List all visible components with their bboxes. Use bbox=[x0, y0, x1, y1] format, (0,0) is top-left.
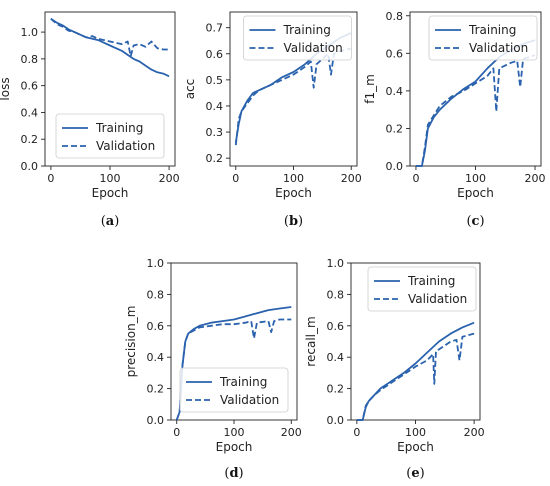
y-tick-label: 0.6 bbox=[147, 320, 165, 333]
x-tick-label: 200 bbox=[464, 426, 485, 439]
legend-label-training: Training bbox=[95, 121, 143, 135]
legend-label-validation: Validation bbox=[96, 139, 155, 153]
legend-box bbox=[243, 15, 352, 61]
x-tick-label: 0 bbox=[232, 172, 239, 185]
y-tick-label: 0.4 bbox=[386, 85, 404, 98]
y-tick-label: 0.7 bbox=[206, 22, 224, 35]
x-tick-label: 0 bbox=[412, 172, 419, 185]
y-tick-label: 0.0 bbox=[21, 160, 39, 173]
y-tick-label: 1.0 bbox=[327, 257, 345, 270]
y-axis-label: f1_m bbox=[363, 74, 377, 104]
y-tick-label: 0.5 bbox=[206, 74, 224, 87]
y-tick-label: 0.2 bbox=[206, 152, 224, 165]
y-tick-label: 0.8 bbox=[327, 288, 345, 301]
x-axis-label: Epoch bbox=[92, 186, 129, 200]
legend-box bbox=[428, 15, 538, 61]
x-axis-label: Epoch bbox=[275, 186, 312, 200]
series-line-validation bbox=[175, 318, 292, 421]
y-tick-label: 0.0 bbox=[386, 160, 404, 173]
legend-label-training: Training bbox=[468, 23, 516, 37]
panel-caption: (a) bbox=[101, 214, 120, 229]
y-tick-label: 0.6 bbox=[21, 80, 39, 93]
series-line-validation bbox=[356, 332, 475, 421]
legend-label-validation: Validation bbox=[408, 292, 467, 306]
y-tick-label: 0.0 bbox=[147, 414, 165, 427]
x-tick-label: 0 bbox=[173, 426, 180, 439]
panel-d: 0 100 200 0.0 0.2 0.4 0.6 0.8 1.0 Epoch precision_… bbox=[124, 257, 302, 481]
panel-caption: (b) bbox=[284, 214, 303, 229]
x-tick-label: 200 bbox=[281, 426, 302, 439]
x-tick-label: 200 bbox=[159, 172, 180, 185]
x-tick-label: 200 bbox=[525, 172, 546, 185]
x-axis-label: Epoch bbox=[457, 186, 494, 200]
series-line-training bbox=[356, 321, 475, 421]
x-tick-label: 100 bbox=[224, 426, 245, 439]
legend: Training Validation bbox=[179, 367, 289, 413]
x-axis-label: Epoch bbox=[397, 440, 434, 454]
x-tick-label: 100 bbox=[283, 172, 304, 185]
x-tick-label: 100 bbox=[465, 172, 486, 185]
x-tick-label: 100 bbox=[100, 172, 121, 185]
y-tick-label: 0.4 bbox=[147, 351, 165, 364]
x-axis-label: Epoch bbox=[216, 440, 253, 454]
y-tick-label: 0.8 bbox=[147, 288, 165, 301]
y-tick-label: 0.2 bbox=[386, 122, 404, 135]
y-tick-label: 0.2 bbox=[327, 383, 345, 396]
legend-label-training: Training bbox=[283, 23, 331, 37]
y-tick-label: 0.2 bbox=[147, 383, 165, 396]
y-axis-label: recall_m bbox=[304, 316, 318, 366]
y-tick-label: 0.8 bbox=[386, 10, 404, 23]
y-tick-label: 1.0 bbox=[147, 257, 165, 270]
series-line-validation bbox=[50, 18, 170, 58]
legend-label-validation: Validation bbox=[220, 393, 279, 407]
legend-label-training: Training bbox=[219, 375, 267, 389]
y-tick-label: 0.8 bbox=[21, 53, 39, 66]
panel-a: 0 100 200 0.0 0.2 0.4 0.6 0.8 1.0 Epoch loss Traini… bbox=[0, 11, 180, 229]
y-tick-label: 0.2 bbox=[21, 133, 39, 146]
y-tick-label: 0.6 bbox=[386, 47, 404, 60]
y-tick-label: 0.6 bbox=[327, 320, 345, 333]
y-tick-label: 0.4 bbox=[206, 100, 224, 113]
y-tick-label: 0.4 bbox=[21, 106, 39, 119]
panel-c: 0 100 200 0.0 0.2 0.4 0.6 0.8 Epoch f1_m Training V… bbox=[363, 10, 546, 229]
legend-box bbox=[367, 266, 477, 312]
y-axis-label: precision_m bbox=[124, 306, 138, 378]
y-tick-label: 0.6 bbox=[206, 48, 224, 61]
panel-caption: (c) bbox=[466, 214, 484, 229]
y-axis-label: acc bbox=[183, 79, 197, 100]
panel-caption: (e) bbox=[406, 466, 424, 481]
series-line-training bbox=[50, 17, 170, 78]
panel-b: 0 100 200 0.2 0.3 0.4 0.5 0.6 0.7 Epoch acc Trainin… bbox=[183, 11, 362, 229]
y-axis-label: loss bbox=[0, 77, 12, 100]
legend: Training Validation bbox=[243, 15, 352, 61]
legend: Training Validation bbox=[367, 266, 477, 312]
y-tick-label: 0.3 bbox=[206, 126, 224, 139]
legend-box bbox=[179, 367, 289, 413]
legend-label-training: Training bbox=[407, 274, 455, 288]
series-line-validation bbox=[416, 54, 536, 167]
x-tick-label: 0 bbox=[47, 172, 54, 185]
legend-box bbox=[55, 113, 165, 159]
panel-e: 0 100 200 0.0 0.2 0.4 0.6 0.8 1.0 Epoch recall_m Tr… bbox=[304, 257, 485, 481]
x-tick-label: 200 bbox=[341, 172, 362, 185]
legend-label-validation: Validation bbox=[469, 41, 528, 55]
x-tick-label: 100 bbox=[405, 426, 426, 439]
legend-label-validation: Validation bbox=[284, 41, 343, 55]
x-tick-label: 0 bbox=[353, 426, 360, 439]
legend: Training Validation bbox=[428, 15, 538, 61]
y-tick-label: 1.0 bbox=[21, 26, 39, 39]
y-tick-label: 0.4 bbox=[327, 351, 345, 364]
panel-caption: (d) bbox=[224, 466, 243, 481]
legend: Training Validation bbox=[55, 113, 165, 159]
y-tick-label: 0.0 bbox=[327, 414, 345, 427]
series-line-validation bbox=[234, 47, 352, 146]
